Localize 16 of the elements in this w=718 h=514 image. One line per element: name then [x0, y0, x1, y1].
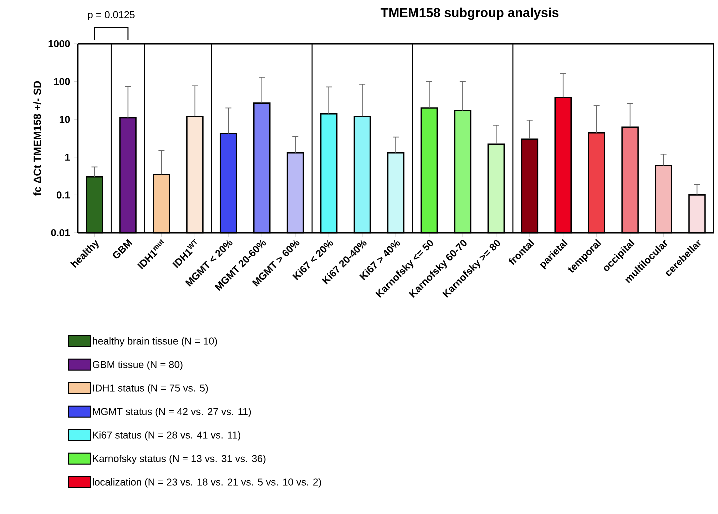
y-tick-label: 1 [66, 154, 70, 161]
y-axis-title: fc ΔCt TMEM158 +/- SD [34, 81, 42, 196]
legend-label: Karnofsky status (N = 13 vs. 31 vs. 36) [93, 454, 266, 464]
legend-label: healthy brain tissue (N = 10) [93, 337, 218, 347]
y-tick-label: 0.1 [56, 192, 70, 199]
y-tick-label: 0.01 [51, 229, 70, 237]
legend-label: GBM tissue (N = 80) [92, 360, 183, 370]
y-tick-label: 100 [54, 78, 70, 86]
y-tick-label: 10 [60, 116, 70, 124]
y-tick-label: 1000 [48, 40, 70, 48]
chart-title: TMEM158 subgroup analysis [380, 8, 559, 20]
text: p = 0.0125 [88, 11, 135, 20]
legend-label: Ki67 status (N = 28 vs. 41 vs. 11) [93, 431, 241, 441]
legend-label: MGMT status (N = 42 vs. 27 vs. 11) [93, 408, 252, 418]
legend-label: IDH1 status (N = 75 vs. 5) [93, 384, 208, 394]
legend-label: localization (N = 23 vs. 18 vs. 21 vs. 5 vs. 10 vs. 2) [93, 478, 322, 488]
